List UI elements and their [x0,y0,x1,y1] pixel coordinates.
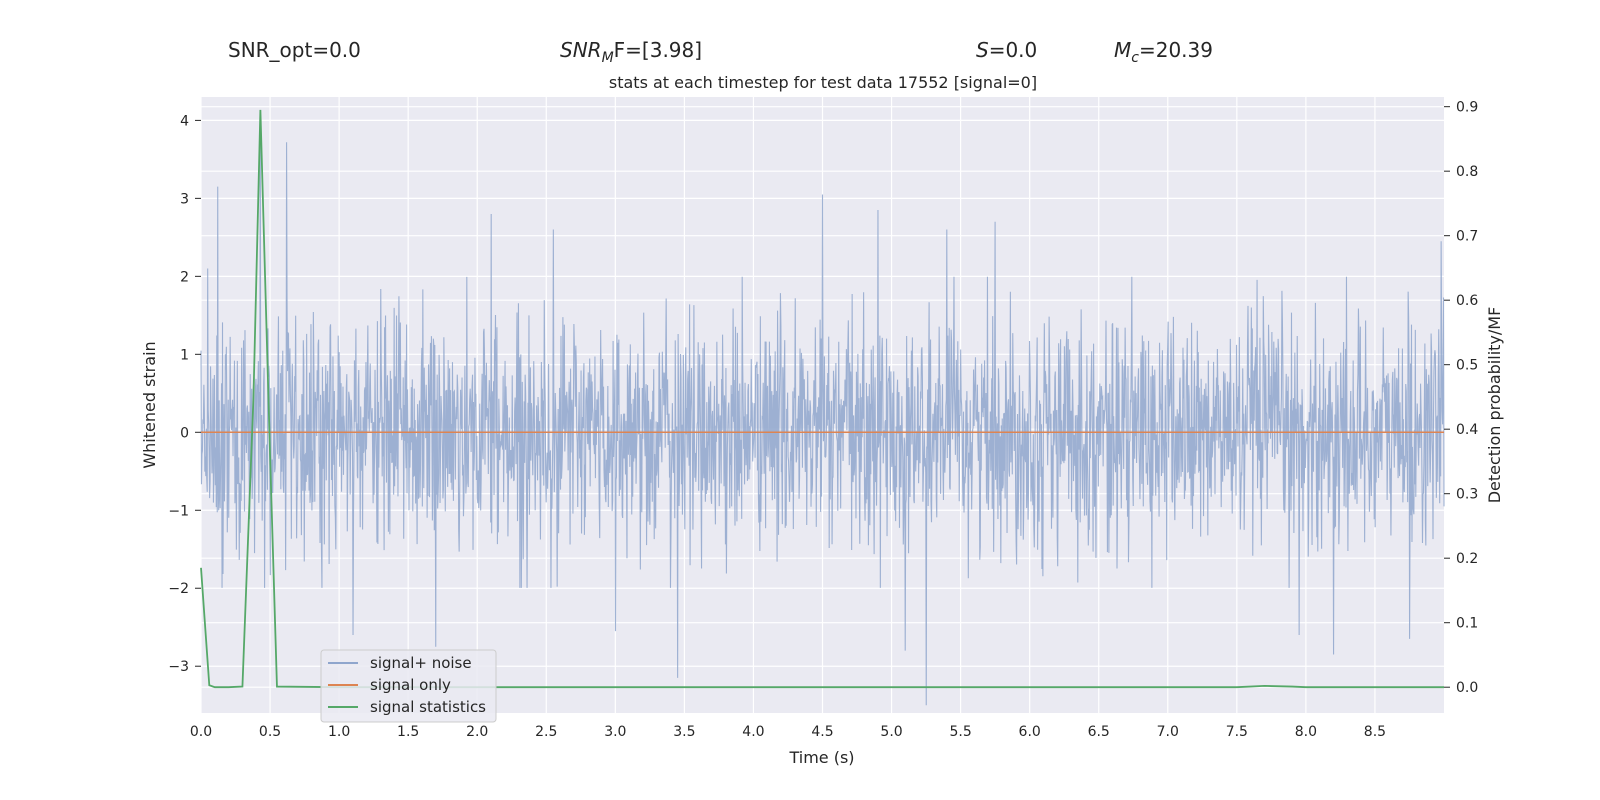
legend-label-signal-only: signal only [370,676,451,694]
signal-noise-line [200,120,1445,706]
y2-tick-label: 0.9 [1456,100,1478,116]
x-tick-label: 7.5 [1226,724,1248,740]
y-tick-label: −2 [168,581,189,597]
y-tick-label: −3 [168,659,189,675]
mc-rest: =20.39 [1139,38,1213,62]
x-tick-labels: 0.0 0.5 1.0 1.5 2.0 2.5 3.0 3.5 4.0 4.5 5.0 5.5 6.0 6… [190,724,1386,740]
x-axis-label: Time (s) [788,748,854,767]
y-tick-label: 0 [180,425,189,441]
snr-mf-rest: F=[3.98] [614,38,702,62]
x-tick-label: 1.5 [397,724,419,740]
x-tick-label: 0.5 [259,724,281,740]
y2-tick-label: 0.6 [1456,293,1478,309]
s-label: S=0.0 [976,38,1037,62]
y-tick-label: −1 [168,503,189,519]
x-tick-label: 0.0 [190,724,212,740]
y2-tick-label: 0.3 [1456,487,1478,503]
s-rest: =0.0 [989,38,1038,62]
y-axis-label: Whitened strain [140,341,159,468]
signal-statistics-line [200,109,1444,689]
snr-mf-label: SNRMF=[3.98] [560,38,702,66]
y2-tick-label: 0.8 [1456,164,1478,180]
x-tick-label: 7.0 [1157,724,1179,740]
snr-mf-base: SNR [560,38,602,62]
x-tick-label: 2.0 [466,724,488,740]
legend-box [320,649,497,723]
x-tick-label: 4.5 [811,724,833,740]
x-tick-label: 2.5 [535,724,557,740]
y2-tick-label: 0.4 [1456,422,1478,438]
y2-tick-label: 0.2 [1456,551,1478,567]
chart-title: stats at each timestep for test data 175… [609,73,1037,92]
mc-label: Mc=20.39 [1114,38,1213,66]
signal-statistics-series [200,109,1444,689]
y-tick-label: 3 [180,191,189,207]
y-tick-label: 2 [180,269,189,285]
y2-tick-label: 0.0 [1456,680,1478,696]
y2-tick-label: 0.1 [1456,616,1478,632]
plot-area [200,97,1445,713]
y2-tick-label: 0.7 [1456,229,1478,245]
legend-label-signal-statistics: signal statistics [370,698,486,716]
y-tick-labels: −3 −2 −1 0 1 2 3 4 [168,113,201,675]
x-tick-label: 4.0 [742,724,764,740]
y-tick-label: 4 [180,113,189,129]
x-tick-label: 8.0 [1295,724,1317,740]
y2-tick-label: 0.5 [1456,358,1478,374]
mc-base: M [1114,38,1131,62]
s-italic: S [976,38,989,62]
mc-sub: c [1131,50,1139,66]
x-tick-label: 3.5 [673,724,695,740]
x-tick-label: 6.0 [1019,724,1041,740]
x-tick-label: 6.5 [1088,724,1110,740]
y2-axis-label: Detection probability/MF [1485,307,1504,504]
x-tick-label: 5.0 [880,724,902,740]
snr-mf-sub: M [602,50,614,66]
legend: signal+ noise signal only signal statist… [320,649,497,723]
y2-tick-labels: 0.0 0.1 0.2 0.3 0.4 0.5 0.6 0.7 0.8 0.9 [1444,100,1478,696]
x-tick-label: 5.5 [949,724,971,740]
signal-noise-series [200,120,1445,706]
snr-opt-label: SNR_opt=0.0 [228,38,361,62]
x-tick-label: 8.5 [1364,724,1386,740]
x-tick-label: 3.0 [604,724,626,740]
x-tick-label: 1.0 [328,724,350,740]
legend-label-signal-noise: signal+ noise [370,654,472,672]
y-tick-label: 1 [180,347,189,363]
